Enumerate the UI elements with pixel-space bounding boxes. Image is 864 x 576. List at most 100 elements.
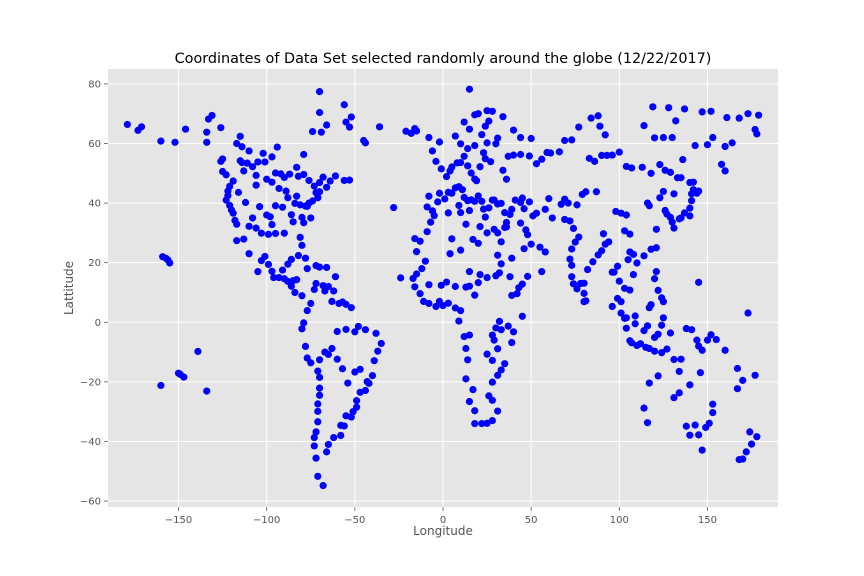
data-point	[561, 136, 569, 145]
data-point	[264, 230, 273, 238]
x-tick-label: −50	[344, 515, 365, 526]
data-point	[640, 404, 648, 412]
data-point	[617, 309, 625, 317]
data-point	[157, 381, 165, 390]
data-point	[351, 328, 359, 336]
data-point	[432, 157, 440, 165]
data-point	[240, 167, 248, 175]
data-point	[608, 302, 616, 311]
data-point	[342, 325, 350, 334]
data-point	[546, 149, 555, 157]
data-point	[264, 260, 273, 269]
data-point	[254, 158, 262, 166]
data-point	[444, 209, 452, 217]
data-point	[333, 327, 341, 336]
data-point	[324, 440, 332, 449]
data-point	[691, 421, 699, 429]
data-point	[670, 190, 678, 198]
data-point	[638, 163, 646, 171]
data-point	[696, 369, 705, 377]
data-point	[448, 189, 456, 197]
data-point	[688, 326, 696, 334]
data-point	[709, 400, 717, 408]
data-point	[423, 228, 431, 236]
data-point	[739, 376, 747, 384]
data-point	[626, 230, 634, 238]
data-point	[263, 175, 271, 183]
data-point	[337, 431, 345, 440]
data-point	[677, 214, 685, 222]
data-point	[483, 419, 491, 427]
data-point	[578, 190, 586, 199]
data-point	[256, 203, 264, 211]
data-point	[649, 103, 657, 111]
data-point	[506, 273, 514, 281]
data-point	[524, 272, 532, 280]
data-point	[624, 256, 632, 264]
data-point	[650, 275, 659, 283]
data-point	[328, 297, 336, 306]
data-point	[478, 197, 486, 205]
data-point	[347, 113, 355, 121]
data-point	[709, 133, 717, 142]
data-point	[488, 396, 496, 404]
data-point	[483, 273, 491, 282]
data-point	[181, 125, 190, 133]
data-point	[315, 88, 324, 96]
data-point	[497, 199, 505, 207]
data-point	[525, 198, 533, 206]
data-point	[471, 407, 479, 415]
data-point	[677, 355, 685, 363]
data-point	[695, 278, 703, 286]
data-point	[421, 257, 429, 265]
data-point	[703, 141, 712, 149]
data-point	[471, 419, 479, 428]
data-point	[666, 329, 675, 337]
data-point	[513, 290, 521, 298]
data-point	[271, 202, 280, 210]
data-point	[508, 338, 516, 347]
y-tick-label: −40	[80, 437, 101, 448]
data-point	[680, 105, 689, 113]
data-point	[300, 170, 308, 179]
data-point	[137, 123, 146, 131]
data-point	[522, 226, 530, 234]
data-point	[735, 114, 743, 122]
data-point	[520, 205, 528, 213]
data-point	[441, 195, 449, 203]
data-point	[268, 267, 276, 275]
data-point	[370, 357, 378, 365]
data-point	[335, 299, 343, 308]
data-point	[483, 139, 491, 147]
data-points	[123, 85, 763, 490]
data-point	[621, 227, 629, 235]
data-point	[488, 107, 496, 115]
data-point	[248, 214, 257, 222]
data-point	[353, 403, 361, 411]
data-point	[689, 186, 697, 194]
data-point	[233, 139, 241, 148]
data-point	[532, 160, 541, 168]
data-point	[315, 263, 324, 271]
data-point	[471, 291, 479, 299]
data-point	[573, 201, 581, 209]
data-point	[321, 348, 329, 356]
data-point	[628, 164, 636, 172]
data-point	[698, 346, 706, 354]
data-point	[476, 223, 484, 231]
data-point	[271, 169, 280, 177]
data-point	[490, 336, 498, 344]
data-point	[598, 151, 606, 160]
data-point	[315, 373, 324, 381]
data-point	[353, 397, 361, 405]
data-point	[557, 200, 565, 208]
data-point	[428, 147, 437, 155]
data-point	[282, 187, 290, 195]
data-point	[592, 188, 600, 196]
data-point	[488, 378, 496, 386]
data-point	[636, 340, 645, 348]
data-point	[423, 203, 431, 211]
data-point	[603, 151, 611, 160]
data-point	[670, 394, 678, 402]
data-point	[747, 440, 756, 448]
